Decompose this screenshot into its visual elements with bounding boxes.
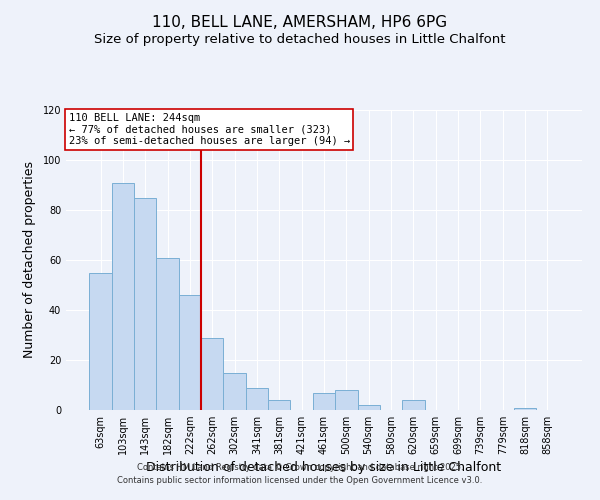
Bar [157, 258, 179, 410]
Bar [335, 390, 358, 410]
Bar [89, 272, 112, 410]
Text: Size of property relative to detached houses in Little Chalfont: Size of property relative to detached ho… [94, 32, 506, 46]
Bar [201, 338, 223, 410]
Text: Contains HM Land Registry data © Crown copyright and database right 2025.: Contains HM Land Registry data © Crown c… [137, 464, 463, 472]
Bar [313, 392, 335, 410]
X-axis label: Distribution of detached houses by size in Little Chalfont: Distribution of detached houses by size … [146, 462, 502, 474]
Bar [402, 400, 425, 410]
Y-axis label: Number of detached properties: Number of detached properties [23, 162, 35, 358]
Text: Contains public sector information licensed under the Open Government Licence v3: Contains public sector information licen… [118, 476, 482, 485]
Bar [223, 372, 246, 410]
Text: 110, BELL LANE, AMERSHAM, HP6 6PG: 110, BELL LANE, AMERSHAM, HP6 6PG [152, 15, 448, 30]
Bar [358, 405, 380, 410]
Bar [179, 295, 201, 410]
Bar [514, 408, 536, 410]
Bar [134, 198, 157, 410]
Bar [112, 182, 134, 410]
Bar [268, 400, 290, 410]
Text: 110 BELL LANE: 244sqm
← 77% of detached houses are smaller (323)
23% of semi-det: 110 BELL LANE: 244sqm ← 77% of detached … [68, 113, 350, 146]
Bar [246, 388, 268, 410]
